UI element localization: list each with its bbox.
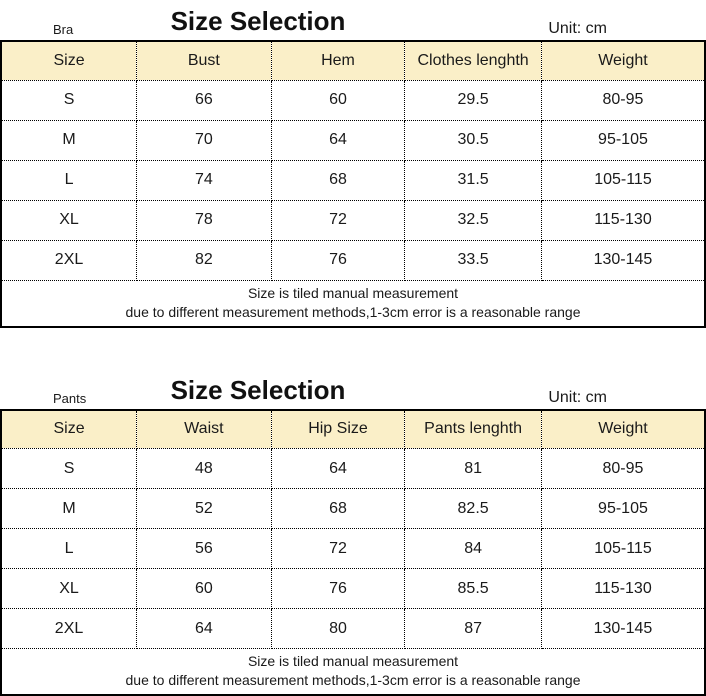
size-cell: L xyxy=(1,160,137,200)
table-row-l: L 56 72 84 105-115 xyxy=(1,529,705,569)
size-cell: 2XL xyxy=(1,240,137,280)
weight-cell: 130-145 xyxy=(541,240,705,280)
size-cell: 2XL xyxy=(1,609,137,649)
weight-cell: 115-130 xyxy=(541,200,705,240)
table-row-m: M 52 68 82.5 95-105 xyxy=(1,489,705,529)
table-row-2xl: 2XL 82 76 33.5 130-145 xyxy=(1,240,705,280)
pants-section-header: Pants Size Selection Unit: cm xyxy=(0,328,706,409)
size-cell: S xyxy=(1,449,137,489)
weight-cell: 80-95 xyxy=(541,80,705,120)
column-header-hip-size: Hip Size xyxy=(271,410,405,449)
table-row-2xl: 2XL 64 80 87 130-145 xyxy=(1,609,705,649)
hem-cell: 68 xyxy=(271,160,405,200)
weight-cell: 95-105 xyxy=(541,120,705,160)
waist-cell: 64 xyxy=(137,609,272,649)
column-header-weight: Weight xyxy=(541,410,705,449)
table-row-xl: XL 78 72 32.5 115-130 xyxy=(1,200,705,240)
pants-section: Pants Size Selection Unit: cm Size Waist… xyxy=(0,328,706,696)
size-cell: L xyxy=(1,529,137,569)
size-cell: XL xyxy=(1,569,137,609)
size-cell: S xyxy=(1,80,137,120)
header-row: Size Bust Hem Clothes lenghth Weight xyxy=(1,41,705,80)
column-header-size: Size xyxy=(1,41,137,80)
pants-length-cell: 85.5 xyxy=(405,569,542,609)
hip-size-cell: 68 xyxy=(271,489,405,529)
bra-section: Bra Size Selection Unit: cm Size Bust He… xyxy=(0,0,706,328)
hip-size-cell: 72 xyxy=(271,529,405,569)
clothes-length-cell: 31.5 xyxy=(405,160,542,200)
bust-cell: 78 xyxy=(137,200,272,240)
hem-cell: 76 xyxy=(271,240,405,280)
bust-cell: 70 xyxy=(137,120,272,160)
measurement-note: Size is tiled manual measurement due to … xyxy=(1,649,705,696)
table-row-m: M 70 64 30.5 95-105 xyxy=(1,120,705,160)
column-header-size: Size xyxy=(1,410,137,449)
footer-row: Size is tiled manual measurement due to … xyxy=(1,649,705,696)
unit-label: Unit: cm xyxy=(548,20,607,38)
weight-cell: 95-105 xyxy=(541,489,705,529)
weight-cell: 105-115 xyxy=(541,529,705,569)
category-label-bra: Bra xyxy=(53,22,73,37)
waist-cell: 52 xyxy=(137,489,272,529)
table-row-l: L 74 68 31.5 105-115 xyxy=(1,160,705,200)
table-row-s: S 66 60 29.5 80-95 xyxy=(1,80,705,120)
hip-size-cell: 76 xyxy=(271,569,405,609)
hip-size-cell: 64 xyxy=(271,449,405,489)
column-header-bust: Bust xyxy=(137,41,272,80)
footer-note-line2: due to different measurement methods,1-3… xyxy=(2,303,704,322)
pants-length-cell: 81 xyxy=(405,449,542,489)
hem-cell: 60 xyxy=(271,80,405,120)
column-header-weight: Weight xyxy=(541,41,705,80)
size-cell: XL xyxy=(1,200,137,240)
clothes-length-cell: 30.5 xyxy=(405,120,542,160)
column-header-pants-length: Pants lenghth xyxy=(405,410,542,449)
size-cell: M xyxy=(1,120,137,160)
unit-label: Unit: cm xyxy=(548,389,607,407)
column-header-waist: Waist xyxy=(137,410,272,449)
waist-cell: 48 xyxy=(137,449,272,489)
waist-cell: 56 xyxy=(137,529,272,569)
bra-section-header: Bra Size Selection Unit: cm xyxy=(0,0,706,40)
footer-row: Size is tiled manual measurement due to … xyxy=(1,280,705,327)
bust-cell: 74 xyxy=(137,160,272,200)
weight-cell: 130-145 xyxy=(541,609,705,649)
clothes-length-cell: 33.5 xyxy=(405,240,542,280)
category-label-pants: Pants xyxy=(53,391,86,406)
pants-length-cell: 87 xyxy=(405,609,542,649)
column-header-clothes-length: Clothes lenghth xyxy=(405,41,542,80)
bust-cell: 66 xyxy=(137,80,272,120)
clothes-length-cell: 32.5 xyxy=(405,200,542,240)
bust-cell: 82 xyxy=(137,240,272,280)
section-title: Size Selection xyxy=(171,6,346,37)
bra-size-table: Size Bust Hem Clothes lenghth Weight S 6… xyxy=(0,40,706,328)
weight-cell: 115-130 xyxy=(541,569,705,609)
table-row-xl: XL 60 76 85.5 115-130 xyxy=(1,569,705,609)
weight-cell: 105-115 xyxy=(541,160,705,200)
footer-note-line1: Size is tiled manual measurement xyxy=(2,652,704,671)
pants-length-cell: 82.5 xyxy=(405,489,542,529)
section-title: Size Selection xyxy=(171,375,346,406)
header-row: Size Waist Hip Size Pants lenghth Weight xyxy=(1,410,705,449)
column-header-hem: Hem xyxy=(271,41,405,80)
clothes-length-cell: 29.5 xyxy=(405,80,542,120)
hem-cell: 64 xyxy=(271,120,405,160)
pants-size-table: Size Waist Hip Size Pants lenghth Weight… xyxy=(0,409,706,696)
footer-note-line1: Size is tiled manual measurement xyxy=(2,284,704,303)
pants-length-cell: 84 xyxy=(405,529,542,569)
table-row-s: S 48 64 81 80-95 xyxy=(1,449,705,489)
hem-cell: 72 xyxy=(271,200,405,240)
waist-cell: 60 xyxy=(137,569,272,609)
size-cell: M xyxy=(1,489,137,529)
measurement-note: Size is tiled manual measurement due to … xyxy=(1,280,705,327)
hip-size-cell: 80 xyxy=(271,609,405,649)
weight-cell: 80-95 xyxy=(541,449,705,489)
